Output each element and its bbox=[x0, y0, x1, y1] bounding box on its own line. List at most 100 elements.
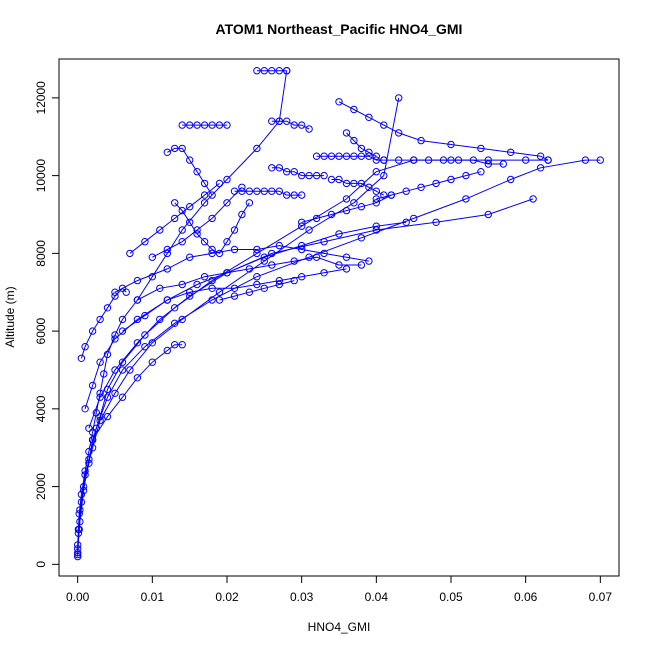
data-point bbox=[298, 191, 306, 199]
data-point bbox=[193, 168, 201, 176]
data-point bbox=[245, 288, 254, 296]
data-point bbox=[372, 156, 380, 164]
data-point bbox=[342, 206, 351, 215]
data-point bbox=[350, 199, 358, 207]
data-point bbox=[171, 214, 179, 223]
data-point bbox=[96, 416, 104, 425]
data-point bbox=[268, 164, 276, 172]
data-point bbox=[92, 409, 101, 417]
data-point bbox=[75, 510, 83, 518]
data-point bbox=[327, 210, 336, 219]
data-point bbox=[268, 249, 276, 258]
series-line-25 bbox=[129, 183, 220, 254]
data-point bbox=[163, 346, 172, 355]
data-point bbox=[126, 249, 134, 258]
series-line-3 bbox=[77, 159, 601, 549]
data-point bbox=[215, 179, 224, 188]
data-point bbox=[290, 276, 298, 285]
data-point bbox=[350, 152, 358, 160]
data-point bbox=[96, 389, 104, 397]
data-point bbox=[320, 152, 328, 160]
data-point bbox=[118, 366, 127, 374]
data-point bbox=[148, 339, 157, 347]
data-point bbox=[365, 148, 373, 157]
data-point bbox=[245, 187, 254, 195]
series-line-23 bbox=[376, 171, 482, 200]
x-tick-label: 0.06 bbox=[514, 590, 538, 604]
data-point bbox=[111, 389, 119, 397]
series-line-10 bbox=[122, 268, 347, 332]
data-point bbox=[536, 164, 545, 172]
data-point bbox=[342, 152, 351, 160]
data-point bbox=[350, 136, 358, 145]
series-line-15 bbox=[271, 167, 325, 177]
data-point bbox=[342, 253, 351, 261]
y-axis: 0 2000 4000 6000 8000 10000 12000 bbox=[34, 81, 60, 568]
y-tick-label: 6000 bbox=[34, 317, 48, 344]
data-point bbox=[200, 191, 209, 199]
data-point bbox=[74, 552, 82, 561]
data-point bbox=[357, 152, 366, 160]
data-point bbox=[163, 148, 172, 157]
series-line-2 bbox=[77, 97, 400, 555]
data-point bbox=[365, 152, 373, 160]
data-point bbox=[200, 273, 209, 281]
data-point bbox=[380, 171, 388, 180]
data-point bbox=[223, 199, 231, 207]
data-point bbox=[215, 296, 224, 304]
data-point bbox=[103, 412, 112, 421]
data-point bbox=[85, 447, 93, 456]
data-point bbox=[76, 506, 84, 514]
data-point bbox=[342, 129, 351, 137]
data-point bbox=[178, 144, 186, 153]
data-point bbox=[171, 199, 179, 207]
data-point bbox=[85, 455, 93, 464]
data-point bbox=[395, 94, 403, 102]
data-point bbox=[141, 238, 149, 246]
chart-title: ATOM1 Northeast_Pacific HNO4_GMI bbox=[216, 21, 463, 37]
data-point bbox=[253, 187, 261, 195]
data-point bbox=[118, 393, 127, 401]
data-point bbox=[357, 261, 366, 269]
data-point bbox=[581, 156, 590, 164]
series-line-13 bbox=[174, 202, 250, 255]
data-point bbox=[380, 121, 388, 129]
data-point bbox=[81, 405, 89, 413]
data-point bbox=[484, 156, 492, 164]
data-point bbox=[200, 121, 209, 129]
data-point bbox=[74, 529, 83, 537]
data-point bbox=[275, 276, 283, 285]
data-point bbox=[469, 156, 478, 164]
data-point bbox=[74, 549, 82, 557]
data-point bbox=[253, 67, 261, 75]
data-point bbox=[193, 280, 201, 289]
data-point bbox=[372, 187, 380, 195]
data-point bbox=[275, 187, 283, 195]
data-point bbox=[312, 214, 321, 223]
data-point bbox=[350, 105, 358, 114]
data-point bbox=[118, 327, 127, 335]
data-point bbox=[208, 191, 216, 199]
series-line-8 bbox=[114, 245, 369, 293]
data-point bbox=[298, 218, 306, 227]
data-point bbox=[208, 276, 216, 285]
data-point bbox=[186, 121, 194, 129]
data-point bbox=[111, 288, 119, 296]
data-point bbox=[103, 304, 112, 312]
data-point bbox=[536, 152, 545, 160]
data-point bbox=[283, 168, 291, 176]
data-point bbox=[357, 203, 366, 211]
data-point bbox=[171, 144, 179, 153]
data-point bbox=[230, 292, 239, 300]
data-point bbox=[103, 385, 112, 394]
data-point bbox=[410, 214, 418, 223]
data-point bbox=[290, 168, 298, 176]
data-point bbox=[200, 179, 209, 188]
data-point bbox=[253, 249, 261, 258]
data-point bbox=[260, 257, 268, 265]
data-point bbox=[200, 238, 209, 246]
x-axis-label: HNO4_GMI bbox=[308, 620, 371, 634]
data-point bbox=[305, 253, 313, 261]
series-lines bbox=[77, 70, 601, 557]
data-point bbox=[432, 218, 440, 227]
